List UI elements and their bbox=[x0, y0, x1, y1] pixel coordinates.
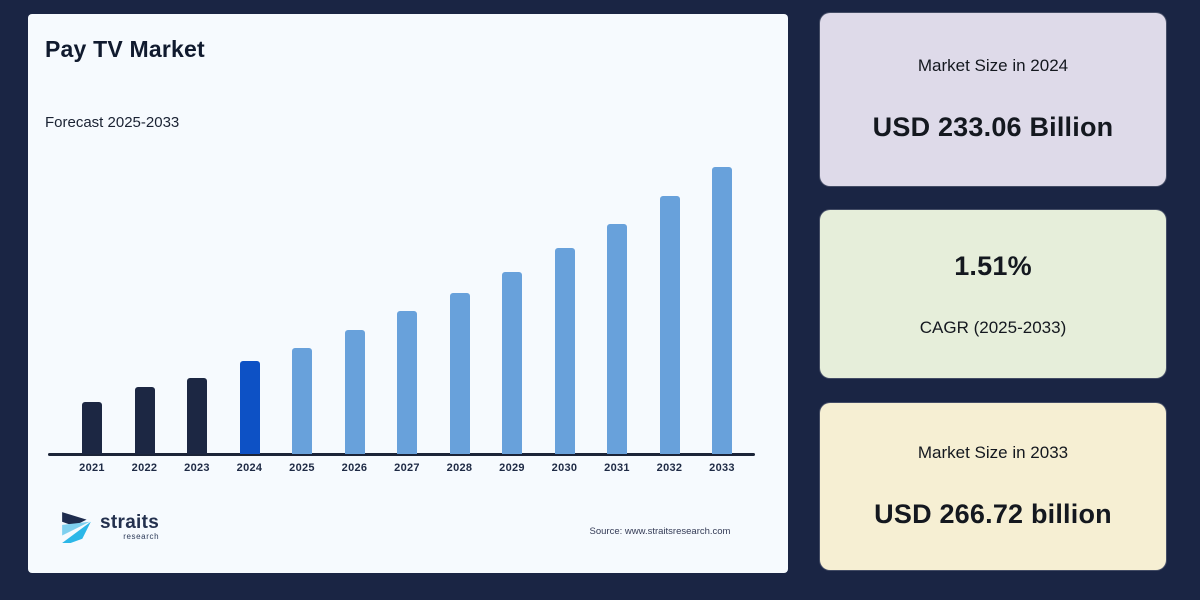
bar-2026 bbox=[344, 330, 365, 454]
bar-2021 bbox=[82, 402, 102, 454]
x-axis-label-2023: 2023 bbox=[184, 462, 210, 474]
x-axis-label-2031: 2031 bbox=[604, 462, 630, 474]
stat-value-2033: USD 266.72 billion bbox=[874, 499, 1112, 529]
logo-wordmark: straits bbox=[100, 512, 160, 533]
stat-value-2024: USD 233.06 Billion bbox=[872, 112, 1114, 142]
stat-label-2033: Market Size in 2033 bbox=[917, 443, 1069, 462]
stat-label-cagr: CAGR (2025-2033) bbox=[919, 317, 1067, 337]
stat-label-2024: Market Size in 2024 bbox=[917, 56, 1069, 75]
bar-2032 bbox=[659, 196, 680, 454]
page-title: Pay TV Market bbox=[45, 36, 205, 62]
x-axis-line bbox=[48, 453, 755, 456]
x-axis-label-2021: 2021 bbox=[79, 462, 105, 474]
logo-sub-wordmark: research bbox=[123, 532, 160, 541]
straits-logo-icon bbox=[62, 512, 91, 543]
stat-value-cagr: 1.51% bbox=[954, 250, 1032, 281]
stat-card-market-size-2033: Market Size in 2033 USD 266.72 billion bbox=[820, 403, 1166, 570]
stat-card-cagr: 1.51% CAGR (2025-2033) bbox=[820, 210, 1166, 378]
bar-2022 bbox=[134, 387, 155, 454]
x-axis-label-2033: 2033 bbox=[709, 462, 735, 474]
chart-subtitle: Forecast 2025-2033 bbox=[45, 114, 180, 131]
bar-2024 bbox=[239, 361, 260, 454]
source-attribution: Source: www.straitsresearch.com bbox=[589, 526, 731, 537]
x-axis-label-2026: 2026 bbox=[341, 462, 368, 474]
bar-2030 bbox=[554, 248, 575, 454]
bar-chart: 2021 2022 2023 2024 2025 2026 2027 2028 2029 2030… bbox=[28, 14, 788, 573]
bar-2027 bbox=[397, 311, 417, 454]
x-axis-label-2022: 2022 bbox=[131, 462, 158, 474]
x-axis-label-2025: 2025 bbox=[289, 462, 315, 474]
straits-research-logo: straits research bbox=[58, 510, 159, 544]
bar-2031 bbox=[607, 224, 627, 454]
bar-2029 bbox=[502, 272, 522, 454]
bar-2025 bbox=[292, 348, 312, 454]
x-axis-label-2032: 2032 bbox=[656, 462, 683, 474]
x-axis-label-2029: 2029 bbox=[499, 462, 525, 474]
stat-card-market-size-2024: Market Size in 2024 USD 233.06 Billion bbox=[820, 13, 1166, 186]
x-axis-label-2027: 2027 bbox=[394, 462, 420, 474]
chart-panel: Pay TV Market Forecast 2025-2033 2021 202… bbox=[28, 14, 788, 573]
logo-text: straits research bbox=[100, 513, 159, 541]
x-axis-label-2024: 2024 bbox=[236, 462, 263, 474]
x-axis-label-2030: 2030 bbox=[551, 462, 578, 474]
bar-2033 bbox=[712, 167, 732, 454]
bar-2023 bbox=[187, 378, 207, 454]
x-axis-label-2028: 2028 bbox=[446, 462, 473, 474]
bar-2028 bbox=[449, 293, 470, 454]
